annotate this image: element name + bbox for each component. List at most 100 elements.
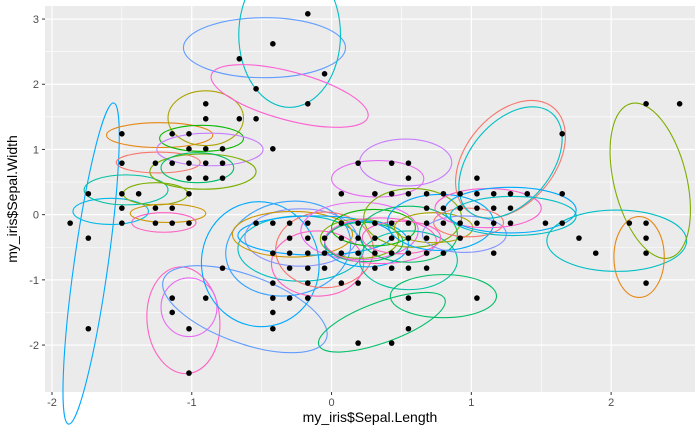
data-point — [474, 190, 480, 197]
data-point — [219, 160, 226, 166]
data-point — [119, 160, 125, 166]
data-point — [270, 250, 276, 256]
data-point — [507, 205, 514, 211]
data-point — [186, 175, 192, 181]
cluster-ellipse — [546, 209, 688, 272]
x-tick-label: 1 — [468, 397, 474, 409]
data-point — [490, 205, 497, 211]
data-point — [355, 220, 361, 226]
data-point — [559, 130, 566, 137]
data-point — [321, 250, 328, 256]
data-point — [372, 220, 378, 226]
data-point — [152, 220, 159, 226]
data-point — [643, 250, 649, 256]
cluster-ellipse — [433, 207, 505, 238]
data-point — [304, 265, 311, 271]
cluster-ellipse — [358, 230, 458, 291]
data-point — [388, 190, 395, 197]
data-point — [338, 190, 345, 197]
data-point — [169, 220, 176, 226]
data-point — [304, 295, 311, 301]
cluster-ellipse — [609, 102, 691, 259]
data-point — [405, 265, 412, 271]
data-point — [355, 160, 361, 166]
data-point — [202, 175, 209, 181]
data-point — [236, 56, 243, 62]
data-point — [423, 205, 430, 211]
data-point — [490, 250, 497, 256]
cluster-ellipse — [389, 274, 498, 319]
data-point — [270, 325, 276, 332]
data-point — [169, 309, 176, 316]
data-point — [219, 145, 226, 152]
cluster-ellipse — [238, 0, 342, 108]
data-point — [67, 220, 73, 226]
data-point — [152, 205, 159, 211]
data-point — [286, 295, 293, 301]
data-point — [405, 250, 412, 256]
cluster-ellipse — [160, 152, 235, 184]
cluster-ellipse — [167, 90, 245, 147]
data-point — [440, 190, 447, 197]
cluster-ellipse — [358, 205, 458, 263]
data-point — [186, 370, 192, 376]
cluster-ellipse — [361, 220, 442, 255]
data-point — [405, 160, 412, 166]
cluster-ellipse — [363, 188, 463, 248]
data-point — [304, 280, 311, 286]
cluster-ellipse — [613, 216, 665, 299]
data-point — [152, 160, 159, 166]
data-point — [202, 145, 209, 152]
data-point — [270, 41, 276, 47]
cluster-ellipse — [160, 277, 218, 338]
data-point — [321, 265, 328, 271]
x-tick-label: 2 — [608, 397, 614, 409]
cluster-ellipse — [182, 17, 347, 79]
y-axis: -2 -1 0 1 2 3 — [29, 14, 45, 352]
data-point — [85, 190, 92, 197]
data-point — [135, 190, 142, 197]
data-point — [372, 190, 378, 197]
data-point — [643, 280, 649, 286]
data-point — [643, 235, 649, 241]
data-point — [270, 145, 276, 152]
data-point — [321, 235, 328, 241]
cluster-ellipse — [393, 212, 474, 244]
data-point — [507, 220, 514, 226]
data-point — [186, 160, 192, 166]
cluster-ellipse — [421, 215, 507, 254]
data-point — [202, 295, 209, 301]
cluster-ellipse — [458, 106, 563, 219]
data-point — [85, 325, 92, 332]
data-point — [388, 340, 395, 346]
data-point — [186, 190, 192, 197]
data-point — [169, 130, 176, 137]
data-point — [592, 250, 599, 256]
data-point — [304, 101, 311, 107]
point-layer — [67, 11, 683, 376]
data-point — [542, 220, 549, 226]
data-point — [388, 250, 395, 256]
data-point — [186, 325, 192, 332]
data-point — [202, 160, 209, 166]
data-point — [388, 160, 395, 166]
cluster-ellipse — [200, 201, 320, 328]
data-point — [270, 280, 276, 286]
data-point — [270, 295, 276, 301]
data-point — [338, 220, 345, 226]
data-point — [169, 205, 176, 211]
cluster-ellipse — [129, 203, 207, 224]
data-point — [186, 220, 192, 226]
data-point — [253, 116, 259, 122]
data-point — [355, 235, 361, 241]
data-point — [286, 220, 293, 226]
data-point — [405, 295, 412, 301]
data-point — [219, 265, 226, 271]
cluster-ellipse — [62, 102, 120, 425]
plot-panel — [45, 6, 695, 392]
data-point — [372, 250, 378, 256]
cluster-ellipse — [162, 265, 328, 354]
data-point — [490, 190, 497, 197]
x-tick-label: 0 — [328, 397, 334, 409]
